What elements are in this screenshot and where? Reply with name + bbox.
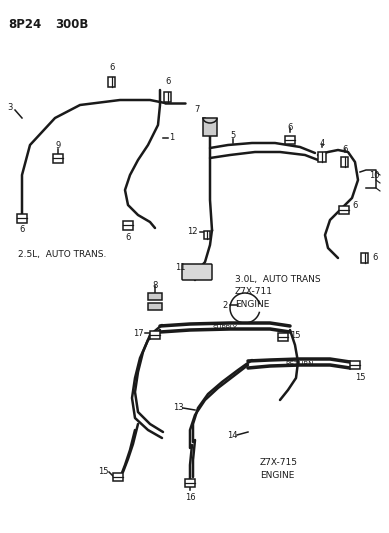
Text: 6: 6 <box>125 233 131 243</box>
Text: 2.5L,  AUTO TRANS.: 2.5L, AUTO TRANS. <box>18 250 106 259</box>
Text: 5: 5 <box>230 131 236 140</box>
Bar <box>361 253 368 263</box>
Text: 6: 6 <box>109 63 115 72</box>
Text: 17: 17 <box>133 328 143 337</box>
Text: 15: 15 <box>98 467 108 477</box>
Bar <box>150 331 160 339</box>
Bar <box>203 118 217 136</box>
Bar <box>109 77 116 87</box>
Text: 6: 6 <box>165 77 171 86</box>
Bar <box>342 157 349 167</box>
Bar <box>285 136 295 144</box>
Text: SUPPLY: SUPPLY <box>212 325 238 331</box>
Text: 4: 4 <box>319 140 325 149</box>
Text: 3.0L,  AUTO TRANS
Z7X-711
ENGINE: 3.0L, AUTO TRANS Z7X-711 ENGINE <box>235 275 321 309</box>
Text: 10: 10 <box>369 171 379 180</box>
Text: 6: 6 <box>287 124 293 133</box>
Text: 7: 7 <box>194 106 200 115</box>
Text: 9: 9 <box>55 141 61 149</box>
Text: 6: 6 <box>352 200 358 209</box>
Text: 15: 15 <box>355 374 365 383</box>
Bar <box>185 479 195 487</box>
Bar <box>318 152 326 162</box>
Text: 11: 11 <box>175 263 185 272</box>
Bar <box>123 221 133 230</box>
FancyBboxPatch shape <box>182 264 212 280</box>
Text: 300B: 300B <box>55 18 88 31</box>
Text: 6: 6 <box>19 225 25 235</box>
Text: 1: 1 <box>169 133 175 142</box>
Bar <box>350 361 360 369</box>
Bar <box>53 154 63 163</box>
Text: 3: 3 <box>7 103 13 112</box>
Bar <box>148 293 162 300</box>
Text: 16: 16 <box>185 492 195 502</box>
Bar <box>339 206 349 214</box>
Text: 13: 13 <box>173 403 183 413</box>
Text: 8P24: 8P24 <box>8 18 41 31</box>
Text: 2: 2 <box>223 301 228 310</box>
Bar <box>278 333 288 341</box>
Text: 8: 8 <box>152 281 158 290</box>
Text: 15: 15 <box>290 330 300 340</box>
Text: 6: 6 <box>372 254 378 262</box>
Text: 6: 6 <box>342 144 348 154</box>
Bar <box>165 92 172 102</box>
Text: 14: 14 <box>227 431 237 440</box>
Text: RETURN: RETURN <box>286 361 314 367</box>
Bar <box>113 473 123 481</box>
Bar <box>148 303 162 310</box>
Bar <box>204 231 210 239</box>
Text: Z7X-715
ENGINE: Z7X-715 ENGINE <box>260 458 298 480</box>
Text: 12: 12 <box>187 228 197 237</box>
Bar <box>17 214 27 222</box>
